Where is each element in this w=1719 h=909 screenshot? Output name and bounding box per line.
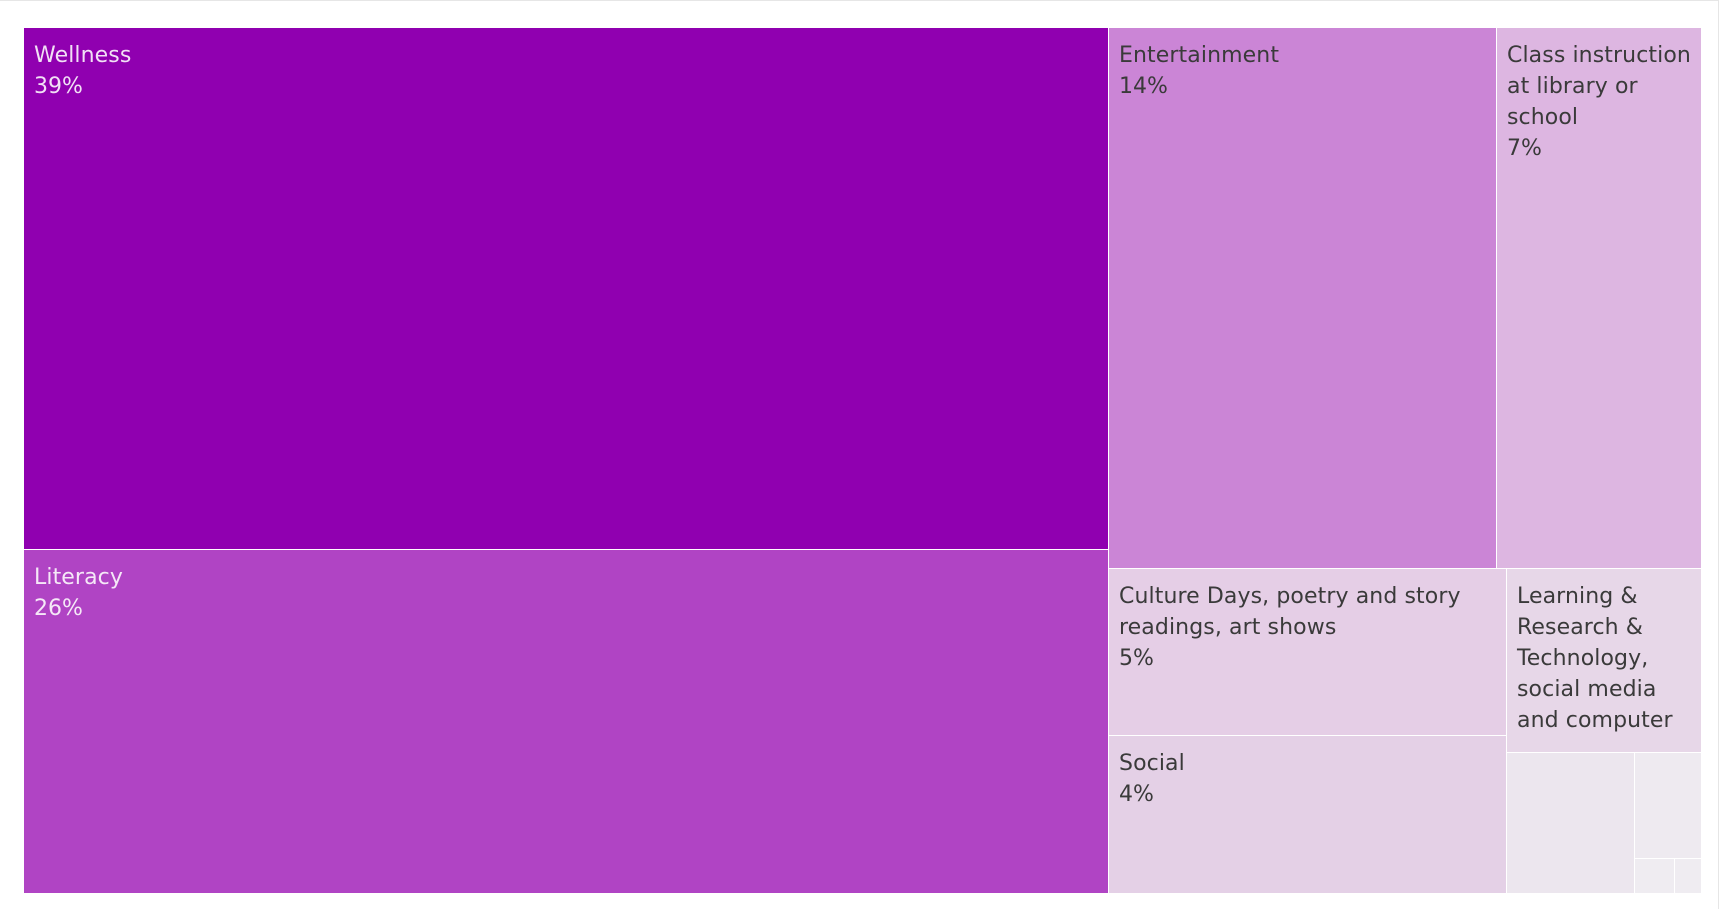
treemap-tile[interactable]: Culture Days, poetry and story readings,… <box>1109 569 1506 735</box>
treemap-tile[interactable]: Learning & Research & Technology, social… <box>1507 569 1701 752</box>
tile-value-label: 26% <box>34 596 83 621</box>
tile-value-label: 14% <box>1119 74 1168 99</box>
tile-label: Learning & Research & Technology, social… <box>1517 584 1673 733</box>
tile-label: Culture Days, poetry and story readings,… <box>1119 584 1461 640</box>
treemap-tile[interactable]: Class instruction at library or school 7% <box>1497 28 1701 568</box>
treemap-tile[interactable] <box>1635 753 1701 858</box>
tile-value-label: 5% <box>1119 646 1154 671</box>
tile-value-label: 39% <box>34 74 83 99</box>
tile-value-label: 7% <box>1507 136 1542 161</box>
tile-label: Literacy <box>34 565 123 590</box>
tile-value-label: 4% <box>1119 782 1154 807</box>
treemap-tile[interactable]: Social 4% <box>1109 736 1506 893</box>
tile-label: Class instruction at library or school <box>1507 43 1691 130</box>
tile-label: Wellness <box>34 43 132 68</box>
treemap-tile[interactable]: Literacy 26% <box>24 550 1108 893</box>
treemap-tile[interactable] <box>1507 753 1634 893</box>
treemap-tile[interactable]: Entertainment 14% <box>1109 28 1496 568</box>
treemap-tile[interactable] <box>1635 859 1674 893</box>
tile-label: Social <box>1119 751 1185 776</box>
treemap-tile[interactable] <box>1675 859 1701 893</box>
treemap: Wellness 39% Literacy 26% Entertainment 14% Cl… <box>24 28 1701 893</box>
tile-label: Entertainment <box>1119 43 1280 68</box>
treemap-tile[interactable]: Wellness 39% <box>24 28 1108 549</box>
